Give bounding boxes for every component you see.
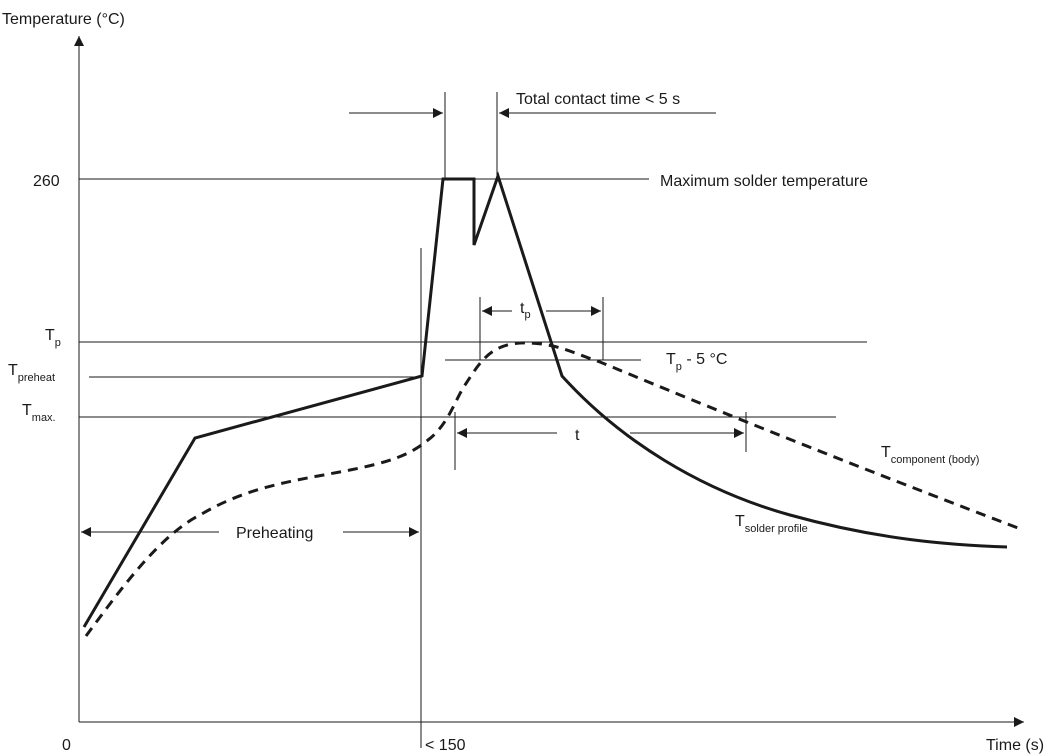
solder-profile-curve (82, 171, 1008, 628)
preheating-label: Preheating (236, 525, 313, 542)
x-axis-title: Time (s) (986, 737, 1044, 754)
solder-curve-label: Tsolder profile (735, 513, 808, 535)
tp-interval-label: tp (520, 300, 531, 321)
y-axis-title: Temperature (°C) (2, 11, 125, 28)
y-tick-260: 260 (33, 173, 60, 190)
t-interval-label: t (575, 427, 580, 444)
tp-minus-5-label: Tp - 5 °C (666, 351, 727, 373)
component-curve-label: Tcomponent (body) (881, 444, 979, 466)
tmax-level-label: Tmax. (22, 402, 56, 424)
tpreheat-level-label: Tpreheat (8, 362, 55, 384)
origin-label: 0 (62, 737, 71, 754)
x-marker-label: < 150 (425, 737, 466, 754)
max-solder-label: Maximum solder temperature (660, 173, 868, 190)
total-contact-label: Total contact time < 5 s (516, 91, 680, 108)
component-body-curve (84, 341, 1019, 637)
tp-level-label: Tp (45, 327, 61, 349)
